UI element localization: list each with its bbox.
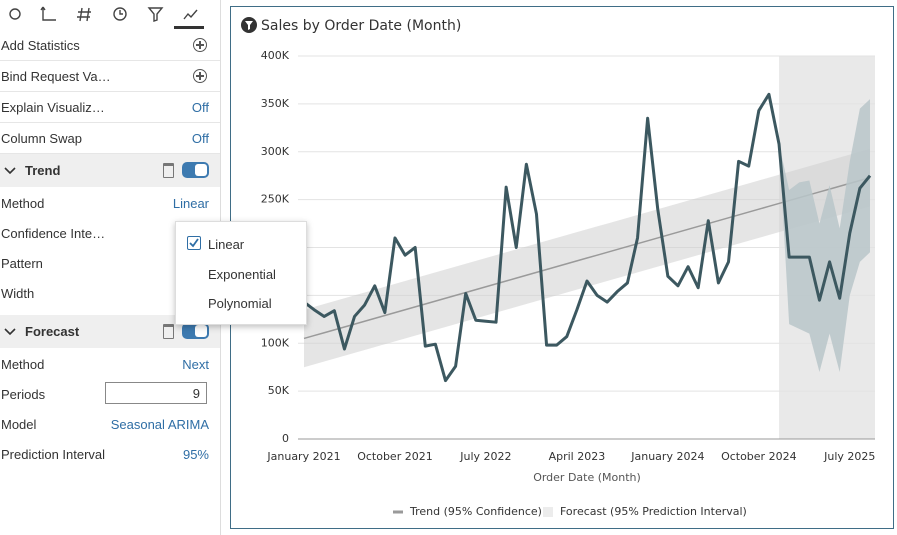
filter-icon[interactable]: [147, 7, 164, 22]
checkbox: [187, 236, 201, 250]
active-tab: [174, 26, 204, 29]
label: Confidence Inte…: [1, 226, 106, 241]
property-row: Confidence Inte…: [0, 218, 220, 248]
label: Pattern: [1, 256, 43, 271]
periods-input[interactable]: 9: [105, 382, 207, 404]
value[interactable]: Off: [191, 100, 209, 115]
property-row: Prediction Interval 95%: [0, 439, 220, 469]
delete-button[interactable]: [163, 324, 174, 339]
time-icon[interactable]: [113, 7, 127, 21]
label: Model: [1, 417, 37, 432]
settings-icon[interactable]: [9, 8, 21, 20]
property-row: Method Linear: [0, 188, 220, 218]
property-row: Width: [0, 278, 220, 308]
label: Width: [1, 286, 35, 301]
property-row: Method Next: [0, 349, 220, 379]
value[interactable]: Off: [191, 131, 209, 146]
section-title: Forecast: [25, 324, 80, 339]
chevron: [4, 167, 16, 175]
label: Method: [1, 196, 45, 211]
menu-item[interactable]: Polynomial: [208, 296, 272, 311]
toggle[interactable]: [182, 162, 209, 178]
chart-frame: [230, 6, 894, 529]
property-row: Model Seasonal ARIMA: [0, 409, 220, 439]
chevron: [4, 328, 16, 336]
value[interactable]: Linear: [172, 196, 209, 211]
analytics-icon[interactable]: [183, 9, 198, 20]
property-row: Bind Request Va…: [0, 61, 220, 92]
label: Column Swap: [1, 131, 82, 146]
delete-button[interactable]: [163, 163, 174, 178]
value[interactable]: Seasonal ARIMA: [110, 417, 209, 432]
property-row: Periods 9: [0, 379, 220, 409]
label: Method: [1, 357, 45, 372]
property-row: Add Statistics: [0, 30, 220, 61]
property-row: Pattern: [0, 248, 220, 278]
toolbar: [9, 6, 204, 29]
label: Prediction Interval: [1, 447, 106, 462]
menu-item[interactable]: Linear: [208, 237, 245, 252]
add-button[interactable]: [193, 69, 207, 83]
label: Explain Visualiz…: [1, 100, 105, 115]
number-icon[interactable]: [77, 7, 91, 22]
dropdown-menu: Linear Exponential Polynomial: [175, 221, 307, 325]
label: Bind Request Va…: [1, 69, 111, 84]
section-title: Trend: [25, 163, 61, 178]
value[interactable]: 95%: [182, 447, 209, 462]
add-button[interactable]: [193, 38, 207, 52]
section-header[interactable]: Trend: [0, 154, 220, 187]
value[interactable]: Next: [182, 357, 209, 372]
property-row: Column Swap Off: [0, 123, 220, 154]
label: Add Statistics: [1, 38, 80, 53]
toggle[interactable]: [182, 323, 209, 339]
property-row: Explain Visualiz… Off: [0, 92, 220, 123]
menu-item[interactable]: Exponential: [208, 267, 276, 282]
axis-icon[interactable]: [40, 6, 56, 21]
label: Periods: [1, 387, 46, 402]
